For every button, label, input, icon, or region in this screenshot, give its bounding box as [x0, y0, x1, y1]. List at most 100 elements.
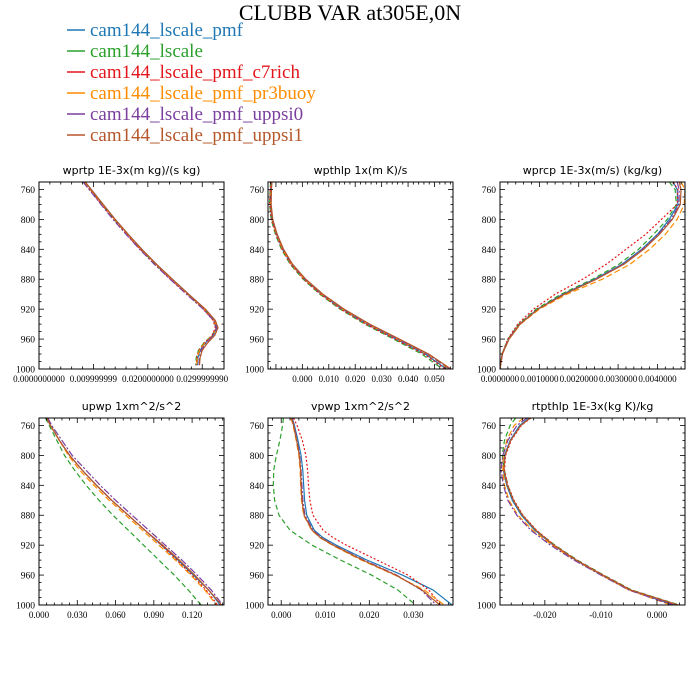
y-tick-label: 1000 — [245, 602, 264, 612]
x-tick-label: 0.009999999 — [70, 374, 118, 384]
x-tick-label: 0.0299999990 — [176, 374, 228, 384]
x-tick-label: 0.010 — [315, 610, 336, 620]
series-line — [500, 418, 673, 605]
y-tick-label: 760 — [482, 186, 497, 196]
y-tick-label: 920 — [482, 542, 497, 552]
panel-title: wpthlp 1x(m K)/s — [314, 164, 408, 177]
x-tick-label: 0.090 — [144, 610, 165, 620]
series-line — [272, 418, 416, 605]
x-tick-label: 0.020 — [359, 610, 380, 620]
x-tick-label: 0.0200000000 — [122, 374, 174, 384]
y-tick-label: 920 — [250, 306, 265, 316]
series-line — [82, 182, 217, 366]
panel-title: rtpthlp 1E-3x(kg K)/kg — [532, 400, 654, 413]
series-group — [500, 418, 680, 605]
series-group — [82, 182, 219, 366]
x-tick-label: 0.000 — [292, 374, 313, 384]
series-group — [272, 418, 453, 605]
y-tick-label: 800 — [482, 216, 497, 226]
y-tick-label: 800 — [21, 216, 36, 226]
panel-title: vpwp 1xm^2/s^2 — [311, 400, 410, 413]
y-tick-label: 760 — [250, 186, 265, 196]
chart-panel: vpwp 1xm^2/s^2 760 800 840 880 920 960 1000 0.00… — [245, 400, 454, 620]
y-tick-label: 880 — [482, 276, 497, 286]
y-tick-label: 840 — [21, 482, 36, 492]
chart-panel: wprcp 1E-3x(m/s) (kg/kg) 760 800 840 880 920 9… — [477, 164, 686, 384]
y-tick-label: 920 — [250, 542, 265, 552]
series-line — [270, 182, 452, 369]
y-tick-label: 880 — [21, 276, 36, 286]
y-tick-label: 960 — [250, 336, 265, 346]
y-tick-label: 760 — [482, 422, 497, 432]
x-tick-label: 0.0010000 — [520, 374, 559, 384]
series-line — [291, 418, 453, 605]
y-tick-label: 800 — [250, 216, 265, 226]
panels: wprtp 1E-3x(m kg)/(s kg) 760 800 840 880 920 9… — [13, 164, 686, 620]
x-tick-label: 0.020 — [345, 374, 366, 384]
series-line — [47, 418, 224, 605]
x-tick-label: 0.040 — [398, 374, 419, 384]
chart-panel: wprtp 1E-3x(m kg)/(s kg) 760 800 840 880 920 9… — [13, 164, 228, 384]
x-tick-label: 0.030 — [403, 610, 424, 620]
legend-label: cam144_lscale_pmf_pr3buoy — [90, 83, 316, 104]
plot-frame — [38, 417, 225, 606]
legend-entry: cam144_lscale_pmf_uppsi0 — [67, 104, 303, 125]
y-tick-label: 840 — [482, 246, 497, 256]
x-tick-label: 0.030 — [372, 374, 393, 384]
chart-panel: wpthlp 1x(m K)/s 760 800 840 880 920 960 1000 0.… — [245, 164, 454, 384]
plot-frame — [499, 181, 686, 370]
series-line — [502, 418, 672, 605]
legend-entry: cam144_lscale — [67, 41, 203, 62]
series-line — [84, 182, 219, 366]
legend-entry: cam144_lscale_pmf_uppsi1 — [67, 125, 303, 146]
x-tick-label: 0.000 — [271, 610, 292, 620]
legend: cam144_lscale_pmfcam144_lscalecam144_lsc… — [67, 20, 316, 146]
x-tick-label: 0.0000000000 — [13, 374, 65, 384]
series-line — [44, 418, 202, 605]
x-tick-label: 0.0000000 — [481, 374, 520, 384]
series-line — [269, 182, 446, 369]
y-tick-label: 920 — [482, 306, 497, 316]
y-tick-label: 800 — [250, 452, 265, 462]
series-group — [500, 182, 685, 369]
y-tick-label: 880 — [482, 512, 497, 522]
y-tick-label: 760 — [21, 186, 36, 196]
x-tick-label: 0.000 — [647, 610, 668, 620]
plot-frame — [499, 417, 686, 606]
legend-entry: cam144_lscale_pmf_c7rich — [67, 62, 300, 83]
plot-frame — [38, 181, 225, 370]
series-line — [503, 418, 679, 605]
y-tick-label: 840 — [482, 482, 497, 492]
legend-label: cam144_lscale_pmf_c7rich — [90, 62, 300, 83]
x-tick-label: 0.120 — [182, 610, 203, 620]
legend-entry: cam144_lscale_pmf_pr3buoy — [67, 83, 316, 104]
y-tick-label: 1000 — [477, 602, 496, 612]
y-tick-label: 800 — [21, 452, 36, 462]
y-tick-label: 840 — [21, 246, 36, 256]
panel-title: upwp 1xm^2/s^2 — [82, 400, 182, 413]
y-tick-label: 960 — [482, 572, 497, 582]
series-group — [268, 182, 452, 369]
x-tick-label: 0.010 — [319, 374, 340, 384]
series-line — [293, 418, 442, 605]
legend-label: cam144_lscale — [90, 41, 203, 62]
y-tick-label: 800 — [482, 452, 497, 462]
y-tick-label: 920 — [21, 306, 36, 316]
figure-title: CLUBB VAR at305E,0N — [239, 0, 461, 25]
x-tick-label: 0.0040000 — [638, 374, 677, 384]
y-tick-label: 760 — [250, 422, 265, 432]
x-tick-label: 0.060 — [105, 610, 126, 620]
y-tick-label: 880 — [250, 512, 265, 522]
chart-panel: rtpthlp 1E-3x(kg K)/kg 760 800 840 880 920 960… — [477, 400, 686, 620]
y-tick-label: 840 — [250, 246, 265, 256]
y-tick-label: 880 — [21, 512, 36, 522]
x-tick-label: 0.030 — [67, 610, 88, 620]
series-line — [290, 418, 441, 605]
y-tick-label: 1000 — [16, 602, 35, 612]
series-line — [500, 182, 682, 369]
legend-label: cam144_lscale_pmf_uppsi1 — [90, 125, 303, 146]
y-tick-label: 1000 — [16, 366, 35, 376]
x-tick-label: -0.020 — [533, 610, 557, 620]
